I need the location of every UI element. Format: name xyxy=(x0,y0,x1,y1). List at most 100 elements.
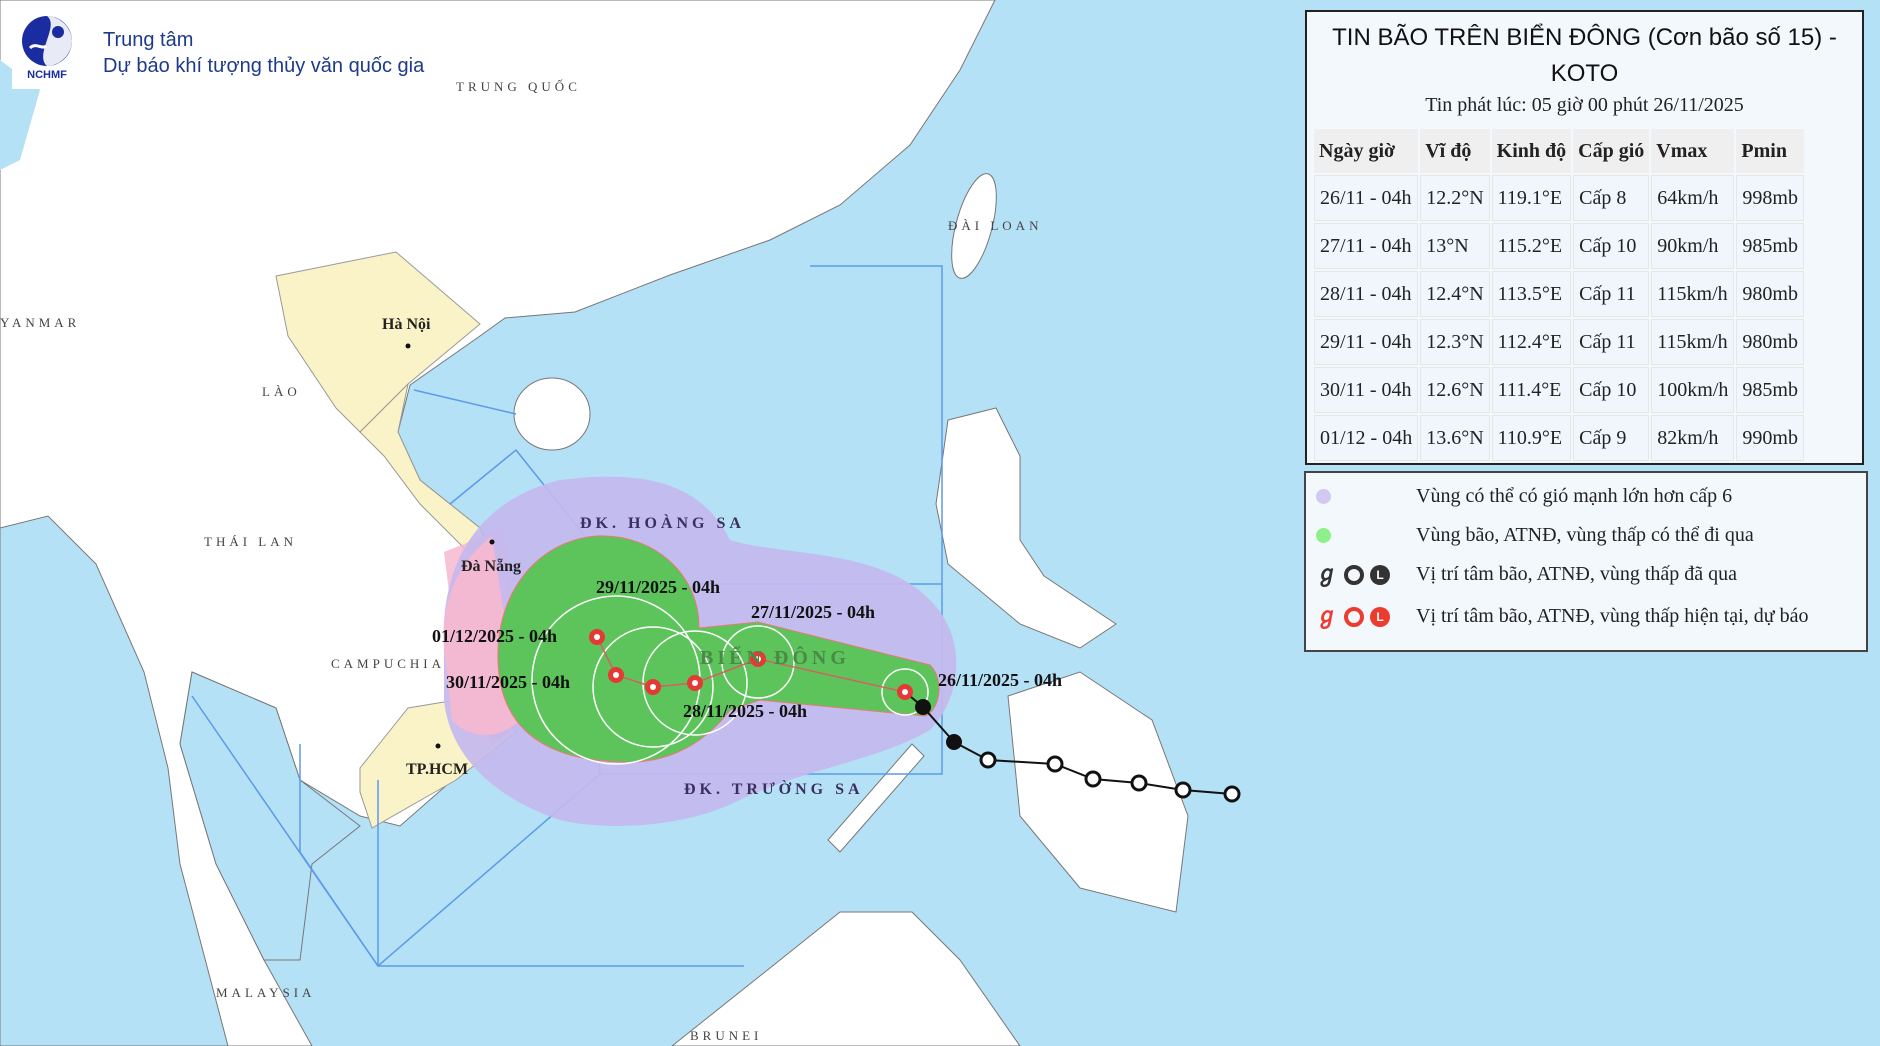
label-bien-dong: BIỂN ĐÔNG xyxy=(700,645,850,669)
org-line-2: Dự báo khí tượng thủy văn quốc gia xyxy=(103,55,425,77)
past-position-marker xyxy=(1046,755,1064,773)
column-header: Vĩ độ xyxy=(1420,129,1490,173)
bulletin-issued-time: Tin phát lúc: 05 giờ 00 phút 26/11/2025 xyxy=(1425,94,1744,116)
storm-bulletin-panel: TIN BÃO TRÊN BIỂN ĐÔNG (Cơn bão số 15) -… xyxy=(1305,10,1864,465)
table-row: 28/11 - 04h 12.4°N 113.5°E Cấp 11 115km/h 980… xyxy=(1314,271,1804,317)
table-cell: 113.5°E xyxy=(1491,271,1572,317)
table-cell: 28/11 - 04h xyxy=(1314,271,1419,317)
legend-item-past: ℊ L Vị trí tâm bão, ATNĐ, vùng thấp đã q… xyxy=(1316,563,1737,586)
forecast-label-28-11: 28/11/2025 - 04h xyxy=(683,701,807,721)
forecast-table: Ngày giờ Vĩ độ Kinh độ Cấp gió Vmax Pmin… xyxy=(1312,127,1806,463)
table-cell: 13.6°N xyxy=(1420,415,1490,461)
uncertainty-circles xyxy=(531,595,929,765)
past-position-marker xyxy=(979,751,997,769)
taiwan xyxy=(951,173,997,279)
table-cell: 30/11 - 04h xyxy=(1314,367,1419,413)
table-cell: Cấp 8 xyxy=(1573,175,1650,221)
legend-label: Vị trí tâm bão, ATNĐ, vùng thấp hiện tại… xyxy=(1416,605,1809,627)
table-cell: 27/11 - 04h xyxy=(1314,223,1419,269)
table-cell: 985mb xyxy=(1736,367,1804,413)
hanoi-dot xyxy=(405,343,411,349)
borneo xyxy=(671,911,1021,1046)
table-cell: 12.4°N xyxy=(1420,271,1490,317)
legend-label: Vị trí tâm bão, ATNĐ, vùng thấp đã qua xyxy=(1416,563,1738,585)
past-position-marker xyxy=(915,699,931,715)
low-pressure-icon: L xyxy=(1370,564,1391,585)
label-laos: LÀO xyxy=(262,384,301,399)
table-row: 26/11 - 04h 12.2°N 119.1°E Cấp 8 64km/h 998mb xyxy=(1314,175,1804,221)
low-pressure-icon: L xyxy=(1370,606,1391,627)
table-cell: 12.6°N xyxy=(1420,367,1490,413)
legend-item-wind-zone: Vùng có thể có gió mạnh lớn hơn cấp 6 xyxy=(1316,485,1732,508)
table-cell: Cấp 11 xyxy=(1573,319,1650,365)
storm-icon xyxy=(608,667,624,683)
label-cambodia: CAMPUCHIA xyxy=(331,656,445,671)
column-header: Vmax xyxy=(1651,129,1735,173)
label-hanoi: Hà Nội xyxy=(382,316,431,333)
table-cell: 01/12 - 04h xyxy=(1314,415,1419,461)
hcm-dot xyxy=(435,743,441,749)
depression-ring-icon xyxy=(1344,564,1365,585)
table-cell: 990mb xyxy=(1736,415,1804,461)
table-cell: 115.2°E xyxy=(1491,223,1572,269)
forecast-label-30-11: 30/11/2025 - 04h xyxy=(446,672,570,692)
label-thailand: THÁI LAN xyxy=(204,534,297,549)
storm-swirl-icon: ℊ xyxy=(1316,603,1339,629)
storm-icon xyxy=(750,651,766,667)
table-row: 01/12 - 04h 13.6°N 110.9°E Cấp 9 82km/h 990mb xyxy=(1314,415,1804,461)
past-position-marker xyxy=(1174,781,1192,799)
legend-label: Vùng có thể có gió mạnh lớn hơn cấp 6 xyxy=(1416,485,1733,507)
legend-label: Vùng bão, ATNĐ, vùng thấp có thể đi qua xyxy=(1416,524,1754,546)
table-cell: 13°N xyxy=(1420,223,1490,269)
table-cell: Cấp 11 xyxy=(1573,271,1650,317)
table-row: 29/11 - 04h 12.3°N 112.4°E Cấp 11 115km/h 980… xyxy=(1314,319,1804,365)
depression-ring-icon xyxy=(1344,606,1365,627)
past-positions xyxy=(915,699,1241,803)
table-cell: 985mb xyxy=(1736,223,1804,269)
table-cell: 110.9°E xyxy=(1491,415,1572,461)
mindanao-visayas xyxy=(1007,671,1189,913)
label-brunei: BRUNEI xyxy=(690,1028,762,1043)
green-zone-icon xyxy=(1316,528,1331,543)
map-legend: Vùng có thể có gió mạnh lớn hơn cấp 6 Vù… xyxy=(1304,471,1868,652)
table-cell: Cấp 9 xyxy=(1573,415,1650,461)
forecast-label-01-12: 01/12/2025 - 04h xyxy=(432,626,557,646)
column-header: Cấp gió xyxy=(1573,129,1650,173)
forecast-label-27-11: 27/11/2025 - 04h xyxy=(751,602,875,622)
table-cell: 111.4°E xyxy=(1491,367,1572,413)
legend-item-storm-zone: Vùng bão, ATNĐ, vùng thấp có thể đi qua xyxy=(1316,524,1754,547)
palawan xyxy=(827,743,925,853)
table-cell: 998mb xyxy=(1736,175,1804,221)
table-cell: 119.1°E xyxy=(1491,175,1572,221)
table-cell: 26/11 - 04h xyxy=(1314,175,1419,221)
table-cell: 12.2°N xyxy=(1420,175,1490,221)
luzon xyxy=(935,407,1117,649)
org-line-1: Trung tâm xyxy=(103,29,194,51)
forecast-positions xyxy=(589,629,913,700)
table-cell: 100km/h xyxy=(1651,367,1735,413)
past-position-marker xyxy=(1130,774,1148,792)
table-cell: Cấp 10 xyxy=(1573,223,1650,269)
label-danang: Đà Nẵng xyxy=(461,558,521,575)
column-header: Ngày giờ xyxy=(1314,129,1419,173)
forecast-label-29-11: 29/11/2025 - 04h xyxy=(596,577,720,597)
table-cell: 90km/h xyxy=(1651,223,1735,269)
table-cell: 980mb xyxy=(1736,319,1804,365)
table-cell: 980mb xyxy=(1736,271,1804,317)
past-position-marker xyxy=(1084,770,1102,788)
table-cell: 82km/h xyxy=(1651,415,1735,461)
column-header: Pmin xyxy=(1736,129,1804,173)
table-cell: 115km/h xyxy=(1651,271,1735,317)
label-hoang-sa: ĐK. HOÀNG SA xyxy=(580,513,745,532)
table-cell: 29/11 - 04h xyxy=(1314,319,1419,365)
column-header: Kinh độ xyxy=(1491,129,1572,173)
andaman-sea xyxy=(0,515,229,1046)
storm-icon xyxy=(897,684,913,700)
label-myanmar: YANMAR xyxy=(0,315,80,330)
storm-icon xyxy=(687,675,703,691)
past-position-marker xyxy=(946,734,962,750)
table-row: 27/11 - 04h 13°N 115.2°E Cấp 10 90km/h 985mb xyxy=(1314,223,1804,269)
table-cell: 115km/h xyxy=(1651,319,1735,365)
table-cell: 112.4°E xyxy=(1491,319,1572,365)
organization-name: Trung tâm Dự báo khí tượng thủy văn quốc… xyxy=(103,27,424,79)
